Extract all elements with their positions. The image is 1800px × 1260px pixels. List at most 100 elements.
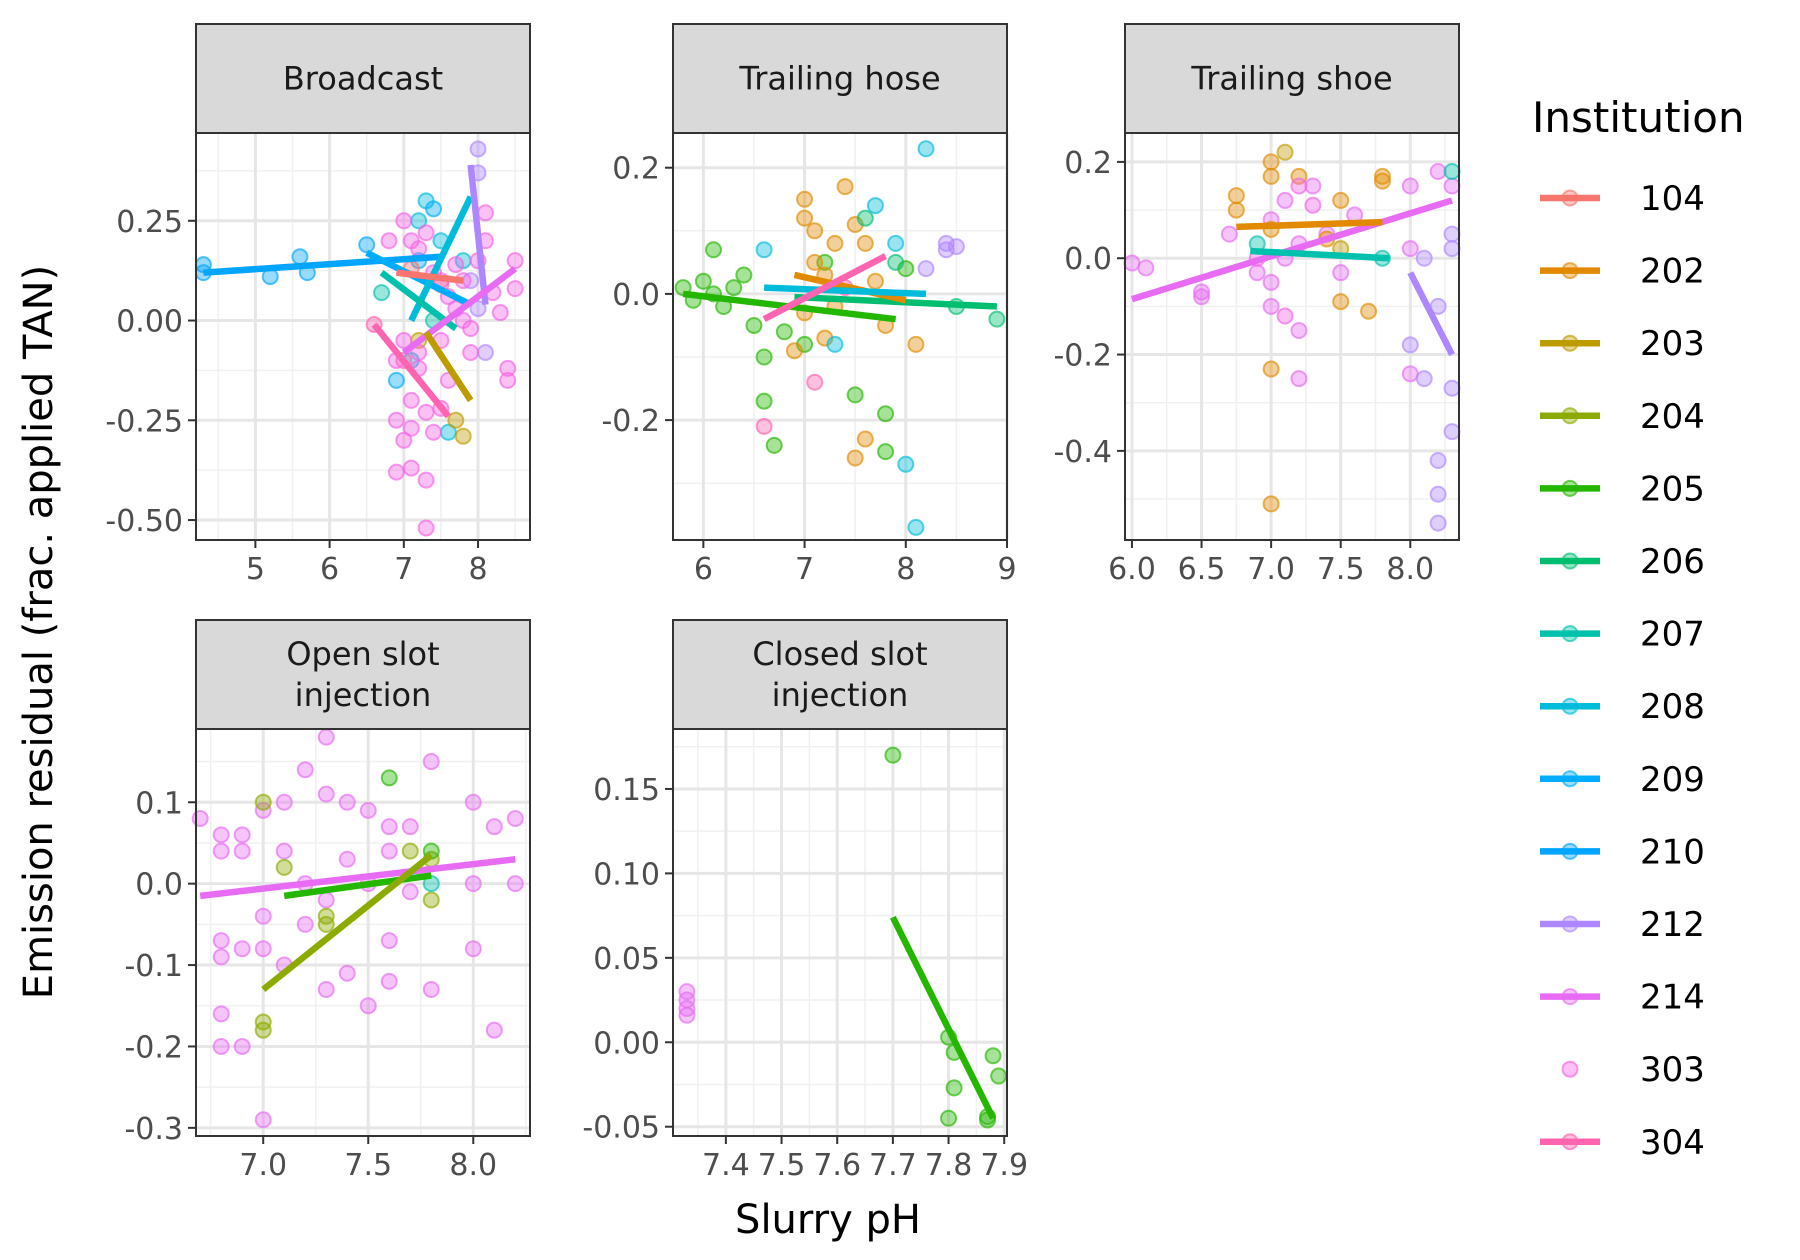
data-point-205 [884, 746, 902, 764]
data-point-214 [212, 1005, 230, 1023]
data-point-303 [1290, 177, 1308, 195]
data-point-209 [425, 200, 443, 218]
data-point-303 [417, 519, 435, 537]
data-point-214 [254, 1111, 272, 1129]
legend-item-104: 104 [1540, 179, 1705, 219]
x-axis: 7.4 7.5 7.6 7.7 7.8 7.9 [702, 1136, 1028, 1183]
data-point-214 [359, 801, 377, 819]
data-point-214 [359, 997, 377, 1015]
data-point-303 [462, 320, 480, 338]
y-tick-label: 0.1 [135, 786, 183, 821]
fit-lines [1131, 197, 1455, 357]
legend-item-202: 202 [1540, 252, 1705, 292]
fit-line-204 [261, 852, 434, 993]
y-tick-label: -0.2 [601, 404, 660, 439]
x-tick-label: 7.5 [1317, 552, 1365, 587]
facet-strip: Broadcast [195, 23, 531, 134]
y-axis: 0.1 0.0 -0.1 -0.2 -0.3 [124, 786, 196, 1147]
data-point-205 [704, 241, 722, 259]
data-point-214 [233, 940, 251, 958]
legend-key-point [1561, 988, 1579, 1006]
data-point-212 [1429, 514, 1447, 532]
x-tick-label: 8 [468, 552, 487, 587]
legend-label: 212 [1640, 905, 1705, 945]
y-tick-label: -0.25 [105, 404, 183, 439]
data-points [678, 746, 1008, 1129]
data-point-214 [212, 1037, 230, 1055]
data-point-202 [907, 335, 925, 353]
legend-item-205: 205 [1540, 469, 1705, 509]
data-point-214 [464, 793, 482, 811]
panel-3: Trailing shoe 6.0 6.5 7.0 7.5 8.0 0.2 0.0 -0.2 -0… [1053, 23, 1461, 587]
x-tick-label: 7.5 [758, 1148, 806, 1183]
data-point-202 [866, 272, 884, 290]
data-point-214 [1193, 288, 1211, 306]
panel-1: Broadcast 5 6 7 8 0.25 0.00 -0.25 -0.50 [105, 23, 531, 587]
data-point-303 [395, 431, 413, 449]
data-point-208 [887, 234, 905, 252]
data-point-203 [447, 411, 465, 429]
data-point-212 [1443, 379, 1461, 397]
fit-line-203 [423, 330, 474, 403]
facet-title: Trailing hose [738, 60, 940, 98]
data-point-209 [387, 371, 405, 389]
legend-item-204: 204 [1540, 397, 1705, 437]
x-tick-label: 8.0 [449, 1148, 497, 1183]
y-tick-label: 0.10 [593, 857, 660, 892]
data-point-303 [417, 403, 435, 421]
legend-item-210: 210 [1540, 832, 1705, 872]
data-point-214 [233, 1037, 251, 1055]
legend-item-209: 209 [1540, 760, 1705, 800]
facet-title: injection [295, 676, 432, 714]
data-point-205 [846, 386, 864, 404]
fit-line-214 [401, 266, 518, 356]
x-tick-label: 5 [246, 552, 265, 587]
data-point-214 [401, 818, 419, 836]
data-point-212 [1429, 485, 1447, 503]
data-point-208 [907, 518, 925, 536]
data-point-214 [380, 932, 398, 950]
data-point-205 [725, 279, 743, 297]
data-point-202 [1227, 201, 1245, 219]
y-axis: 0.25 0.00 -0.25 -0.50 [105, 205, 196, 539]
x-tick-label: 7.0 [1247, 552, 1295, 587]
data-point-210 [291, 248, 309, 266]
fit-line-208 [763, 284, 927, 298]
data-point-214 [1137, 259, 1155, 277]
data-point-214 [317, 891, 335, 909]
x-axis: 5 6 7 8 [246, 540, 488, 587]
data-point-303 [499, 371, 517, 389]
facet-strip-background [195, 619, 531, 730]
x-tick-label: 7.6 [813, 1148, 861, 1183]
panel-background [673, 133, 1007, 540]
panel-2: Trailing hose 6 7 8 9 0.2 0.0 -0.2 [601, 23, 1017, 587]
data-point-303 [425, 423, 443, 441]
data-point-202 [796, 209, 814, 227]
data-point-205 [945, 1079, 963, 1097]
data-point-214 [338, 964, 356, 982]
data-point-214 [506, 875, 524, 893]
data-point-214 [275, 842, 293, 860]
data-point-208 [866, 197, 884, 215]
fit-line-212 [467, 164, 489, 305]
facet-strip: Trailing shoe [1124, 23, 1460, 134]
legend-item-214: 214 [1540, 978, 1705, 1018]
data-point-205 [877, 443, 895, 461]
data-point-202 [826, 234, 844, 252]
facet-strip: Trailing hose [672, 23, 1008, 134]
data-point-214 [233, 826, 251, 844]
fit-line-212 [1407, 271, 1455, 357]
x-tick-label: 6 [694, 552, 713, 587]
fit-line-209 [365, 249, 473, 308]
legend-label: 208 [1640, 687, 1705, 727]
x-tick-label: 6.0 [1108, 552, 1156, 587]
x-axis: 6 7 8 9 [694, 540, 1017, 587]
y-tick-label: 0.00 [116, 305, 183, 340]
x-tick-label: 8 [896, 552, 915, 587]
data-point-214 [422, 980, 440, 998]
data-point-204 [317, 915, 335, 933]
data-point-214 [317, 785, 335, 803]
data-point-207 [373, 284, 391, 302]
data-point-214 [212, 948, 230, 966]
